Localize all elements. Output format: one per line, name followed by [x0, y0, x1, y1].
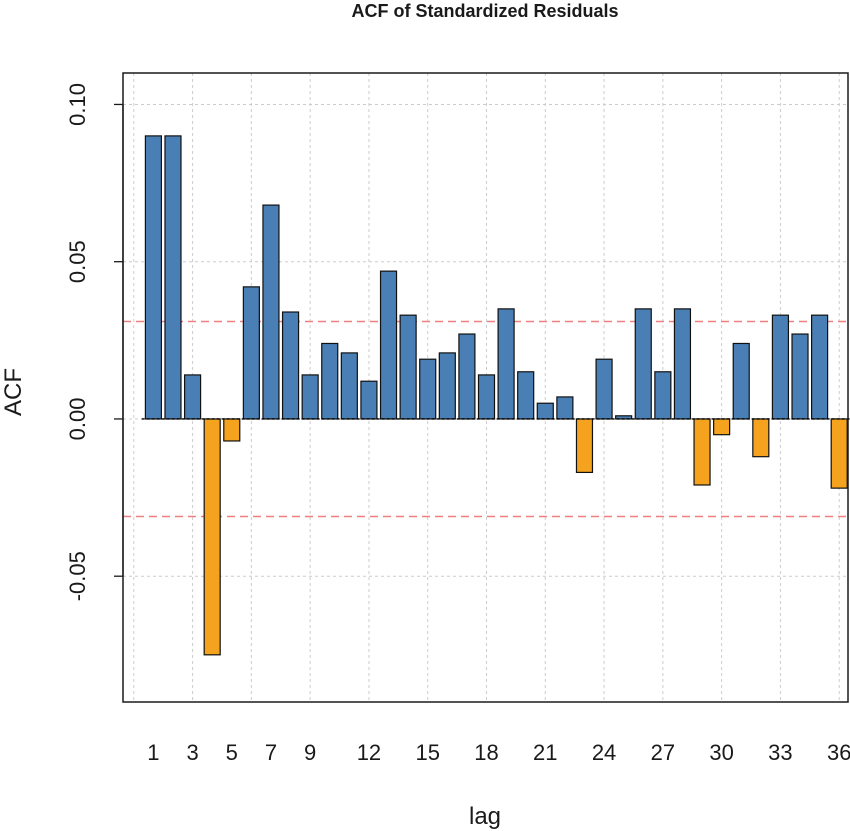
acf-bar-lag-29 [693, 418, 711, 486]
x-tick-label: 18 [474, 740, 498, 765]
acf-bar-lag-1 [144, 135, 162, 420]
y-axis: -0.05 0.00 0.05 0.10 [65, 83, 124, 601]
acf-bar-lag-10 [321, 342, 339, 420]
y-tick-label: 0.05 [65, 240, 90, 283]
acf-bar-lag-28 [673, 308, 692, 420]
acf-bar-lag-15 [419, 358, 437, 420]
acf-bar-lag-8 [281, 311, 300, 420]
acf-bar-lag-26 [634, 308, 652, 420]
acf-bar-lag-22 [556, 396, 574, 420]
x-tick-label: 33 [768, 740, 792, 765]
acf-bar-lag-13 [379, 270, 398, 420]
acf-bar-lag-35 [811, 314, 829, 420]
y-tick-label: 0.10 [65, 83, 90, 126]
bars-layer [144, 135, 848, 656]
acf-bar-lag-9 [301, 374, 319, 420]
acf-bar-lag-14 [399, 314, 417, 420]
x-tick-label: 24 [592, 740, 616, 765]
x-tick-label: 9 [304, 740, 316, 765]
x-tick-label: 21 [533, 740, 557, 765]
x-tick-label: 36 [827, 740, 850, 765]
acf-bar-lag-27 [654, 371, 672, 420]
acf-bar-lag-11 [340, 352, 358, 420]
acf-bar-lag-20 [517, 371, 535, 420]
acf-bar-lag-32 [752, 418, 770, 458]
acf-bar-lag-18 [477, 374, 496, 420]
x-tick-label: 30 [709, 740, 733, 765]
x-axis-label: lag [469, 803, 501, 830]
acf-bar-lag-12 [360, 380, 378, 420]
acf-bar-lag-36 [830, 418, 848, 489]
acf-bar-lag-4 [203, 418, 221, 656]
acf-bar-lag-24 [595, 358, 613, 420]
x-tick-label: 27 [651, 740, 675, 765]
acf-bar-lag-17 [458, 333, 476, 420]
acf-bar-lag-19 [497, 308, 515, 420]
acf-bar-lag-30 [713, 418, 731, 436]
acf-bar-lag-16 [438, 352, 456, 420]
y-axis-label: ACF [0, 368, 27, 416]
acf-bar-lag-21 [536, 402, 554, 420]
acf-bar-lag-6 [242, 286, 260, 420]
acf-bar-lag-2 [164, 135, 182, 420]
acf-bar-lag-5 [223, 418, 241, 442]
x-tick-label: 3 [186, 740, 198, 765]
acf-bar-lag-33 [771, 314, 790, 420]
acf-bar-lag-7 [262, 204, 280, 420]
x-tick-label: 15 [415, 740, 439, 765]
x-tick-label: 5 [226, 740, 238, 765]
acf-bar-lag-31 [732, 342, 750, 420]
y-tick-label: -0.05 [65, 551, 90, 601]
y-tick-label: 0.00 [65, 398, 90, 441]
x-tick-label: 12 [357, 740, 381, 765]
x-tick-label: 7 [265, 740, 277, 765]
x-tick-label: 1 [147, 740, 159, 765]
x-axis: 1 3 5 7 9 12 15 18 21 24 27 30 33 36 [147, 740, 850, 765]
acf-bar-lag-34 [791, 333, 809, 420]
acf-bar-lag-3 [183, 374, 202, 420]
acf-bar-lag-23 [575, 418, 594, 474]
chart-title: ACF of Standardized Residuals [351, 1, 618, 21]
